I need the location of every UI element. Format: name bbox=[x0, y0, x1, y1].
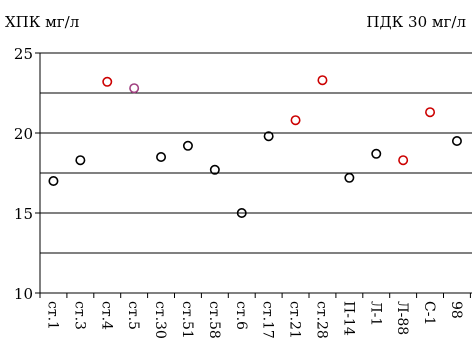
data-point bbox=[398, 155, 409, 166]
axes bbox=[35, 52, 472, 298]
data-point bbox=[371, 148, 382, 159]
pdk-annotation: ПДК 30 мг/л bbox=[366, 13, 466, 31]
y-tick-label: 15 bbox=[14, 205, 33, 223]
data-point bbox=[451, 136, 462, 147]
data-point bbox=[129, 83, 140, 94]
data-point bbox=[317, 75, 328, 86]
x-tick-label: ст.1 bbox=[44, 301, 60, 330]
data-point bbox=[344, 172, 355, 183]
data-point bbox=[263, 131, 274, 142]
x-tick-label: ст.3 bbox=[71, 301, 87, 330]
x-tick-label: ст.5 bbox=[125, 301, 141, 330]
x-tick-label: ст.58 bbox=[206, 301, 222, 339]
gridlines bbox=[40, 52, 472, 254]
x-tick-label: ст.4 bbox=[98, 301, 114, 330]
x-tick-label: ст.30 bbox=[152, 301, 168, 339]
x-tick-label: Л-88 bbox=[394, 301, 410, 335]
data-points bbox=[48, 75, 462, 219]
data-point bbox=[75, 155, 86, 166]
y-tick-label: 20 bbox=[14, 125, 33, 143]
data-point bbox=[209, 164, 220, 175]
x-tick-label: ст.17 bbox=[260, 301, 276, 339]
data-point bbox=[290, 115, 301, 126]
data-point bbox=[182, 140, 193, 151]
y-tick-labels: 10 15 20 25 bbox=[14, 45, 33, 303]
x-tick-label: С-1 bbox=[421, 301, 437, 325]
data-point bbox=[156, 152, 167, 163]
x-tick-label: Л-1 bbox=[367, 301, 383, 326]
y-tick-label: 10 bbox=[14, 285, 33, 303]
x-tick-label: ст.28 bbox=[313, 301, 329, 339]
x-tick-label: ст.21 bbox=[287, 301, 303, 339]
x-tick-label: 98 bbox=[448, 301, 464, 319]
x-tick-label: ст.6 bbox=[233, 301, 249, 330]
data-point bbox=[102, 76, 113, 87]
data-point bbox=[48, 176, 59, 187]
data-point bbox=[425, 107, 436, 118]
x-tick-labels: ст.1 ст.3 ст.4 ст.5 ст.30 ст.51 ст.58 ст.6 ст.17… bbox=[44, 301, 464, 339]
x-tick-label: ст.51 bbox=[179, 301, 195, 339]
y-tick-label: 25 bbox=[14, 45, 33, 63]
x-tick-label: П-14 bbox=[340, 301, 356, 336]
y-axis-label: ХПК мг/л bbox=[5, 13, 80, 31]
data-point bbox=[236, 208, 247, 219]
